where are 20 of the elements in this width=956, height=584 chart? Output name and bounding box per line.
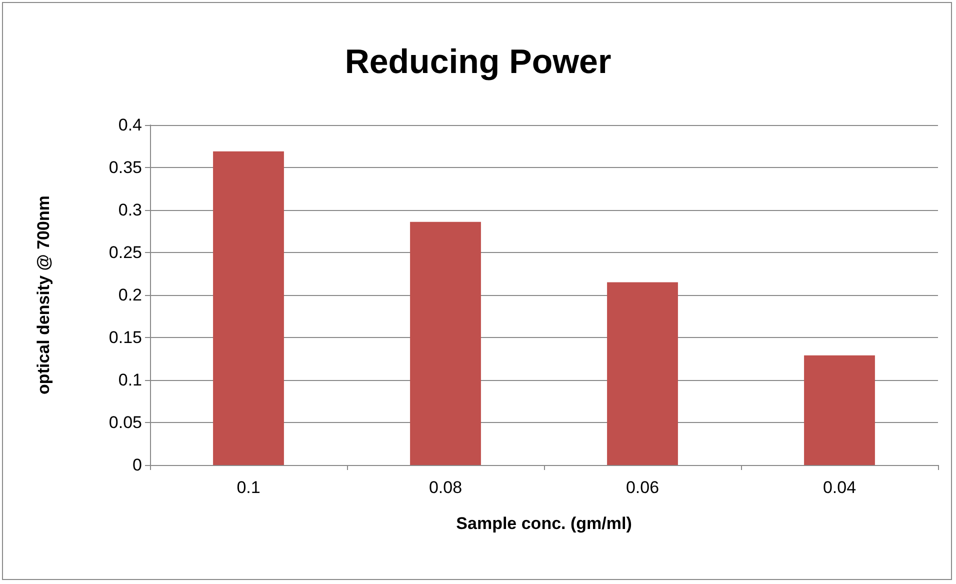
y-tick-label: 0.15 <box>108 328 142 347</box>
y-axis-title: optical density @ 700nm <box>34 196 53 394</box>
x-axis-title: Sample conc. (gm/ml) <box>456 514 632 533</box>
bar <box>804 355 875 465</box>
y-tick-label: 0 <box>132 456 142 474</box>
y-tick-label: 0.25 <box>108 243 142 262</box>
y-tick-label: 0.2 <box>118 286 142 304</box>
x-tick-label: 0.1 <box>236 478 260 497</box>
bar <box>607 282 678 465</box>
chart-title: Reducing Power <box>344 43 612 81</box>
x-tick-label: 0.06 <box>626 478 660 497</box>
y-tick-label: 0.4 <box>118 116 142 134</box>
y-tick-label: 0.3 <box>118 200 142 220</box>
bar <box>410 222 481 465</box>
bar <box>213 151 284 465</box>
y-tick-label: 0.05 <box>108 413 142 432</box>
x-tick-label: 0.08 <box>428 478 462 497</box>
x-tick-label: 0.04 <box>822 478 856 497</box>
y-tick-label: 0.35 <box>108 158 142 177</box>
y-tick-label: 0.1 <box>118 370 142 390</box>
